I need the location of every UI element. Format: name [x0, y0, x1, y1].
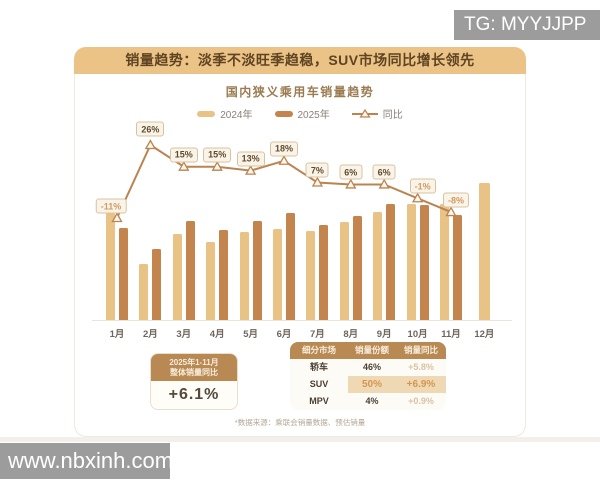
month-label: 4月	[209, 329, 225, 340]
legend-item-yoy: 同比	[351, 106, 403, 121]
summary-card: 2025年1-11月 整体销量同比 +6.1%	[150, 353, 238, 410]
summary-card-header-line1: 2025年1-11月	[169, 358, 219, 367]
bar-2024	[206, 242, 216, 320]
yoy-label: 15%	[169, 147, 198, 163]
month-label: 8月	[343, 329, 359, 340]
bar-2024	[373, 212, 383, 320]
table-header-segment: 细分市场	[290, 342, 348, 359]
yoy-label: 26%	[136, 121, 165, 137]
month-label: 6月	[276, 329, 292, 340]
bar-2025	[286, 213, 295, 320]
bar-2024	[306, 231, 316, 320]
summary-card-value: +6.1%	[168, 386, 220, 403]
table-cell-suv-yoy: +6.9%	[396, 376, 446, 393]
watermark-telegram: TG: MYYJJPP	[454, 10, 600, 40]
bar-2025	[252, 221, 262, 320]
x-axis-baseline	[92, 320, 512, 321]
yoy-marker-icon	[144, 139, 157, 150]
bar-2025	[152, 249, 162, 320]
table-cell-sedan-yoy: +5.8%	[408, 362, 434, 372]
yoy-label: 13%	[236, 151, 265, 167]
table-cell-sedan-name: 轿车	[309, 362, 328, 372]
legend-label-2024: 2024年	[220, 110, 253, 121]
month-label: 5月	[243, 329, 258, 340]
yoy-label: 18%	[269, 141, 299, 157]
bar-2025	[386, 204, 396, 320]
month-label: 11月	[441, 329, 461, 340]
bar-2024	[339, 222, 349, 320]
yoy-marker-icon	[378, 178, 390, 189]
yoy-label: -1%	[409, 178, 436, 194]
bar-2025	[219, 230, 229, 320]
bar-2025	[119, 228, 128, 320]
yoy-marker-icon	[278, 154, 290, 165]
legend-label-2025: 2025年	[297, 110, 330, 121]
yoy-marker-icon	[111, 212, 123, 223]
legend-swatch-2025-icon	[274, 110, 293, 117]
yoy-marker-icon	[244, 164, 257, 175]
yoy-marker-icon	[411, 192, 424, 203]
yoy-label: -8%	[442, 192, 470, 208]
section-banner: 销量趋势：淡季不淡旺季趋稳，SUV市场同比增长领先	[74, 47, 526, 74]
yoy-marker-icon	[445, 206, 457, 217]
bottom-divider	[0, 437, 600, 442]
yoy-label: 7%	[305, 162, 329, 178]
data-source-footnote: *数据来源：乘联会销量数据、预估销量	[234, 418, 366, 427]
bar-2024	[106, 213, 115, 320]
yoy-marker-icon	[211, 160, 223, 171]
summary-card-header-line2: 整体销量同比	[170, 368, 218, 377]
legend-swatch-2024-icon	[197, 110, 216, 117]
yoy-marker-icon	[311, 176, 324, 187]
summary-card-header: 2025年1-11月 整体销量同比	[151, 354, 237, 381]
bar-2024	[406, 204, 416, 320]
table-header-yoy: 销量同比	[396, 342, 446, 359]
chart-title: 国内狭义乘用车销量趋势	[225, 85, 375, 99]
bar-2024	[440, 204, 449, 320]
segment-table: 细分市场 销量份额 销量同比 轿车 46% +5.8% SUV 50% +6.9…	[290, 342, 446, 410]
yoy-label: -11%	[95, 198, 127, 214]
bar-2024	[478, 183, 490, 320]
month-label: 9月	[376, 329, 392, 340]
yoy-label: 15%	[203, 147, 232, 163]
bar-2025	[352, 216, 362, 320]
legend-item-2024: 2024年	[197, 106, 253, 121]
table-cell-mpv-name: MPV	[309, 396, 329, 406]
legend-item-2025: 2025年	[274, 106, 330, 121]
month-label: 10月	[407, 329, 428, 340]
table-header-share: 销量份额	[348, 342, 396, 359]
bar-2025	[453, 215, 462, 320]
month-label: 2月	[142, 329, 158, 340]
bar-2024	[172, 234, 182, 320]
watermark-website: www.nbxinh.com	[0, 443, 173, 479]
yoy-marker-icon	[345, 178, 357, 189]
yoy-label: 6%	[339, 164, 363, 180]
bar-2024	[139, 264, 149, 320]
table-cell-sedan-share: 46%	[362, 362, 381, 372]
table-cell-suv-name: SUV	[309, 379, 329, 389]
bar-2025	[419, 205, 429, 320]
bar-2024	[239, 232, 249, 320]
bar-2025	[319, 225, 329, 320]
legend-line-marker-icon	[351, 108, 378, 118]
table-cell-suv-share: 50%	[348, 376, 396, 393]
month-label: 1月	[109, 329, 125, 340]
yoy-label: 6%	[372, 164, 396, 180]
month-label: 7月	[309, 329, 325, 340]
bar-2025	[185, 221, 195, 320]
bar-2024	[273, 229, 282, 320]
yoy-marker-icon	[178, 160, 190, 171]
month-label: 12月	[474, 329, 495, 340]
chart-legend: 2024年 2025年 同比	[74, 106, 526, 121]
legend-label-yoy: 同比	[382, 110, 403, 121]
table-cell-mpv-yoy: +0.9%	[408, 396, 434, 406]
month-label: 3月	[176, 329, 192, 340]
table-cell-mpv-share: 4%	[365, 396, 379, 406]
